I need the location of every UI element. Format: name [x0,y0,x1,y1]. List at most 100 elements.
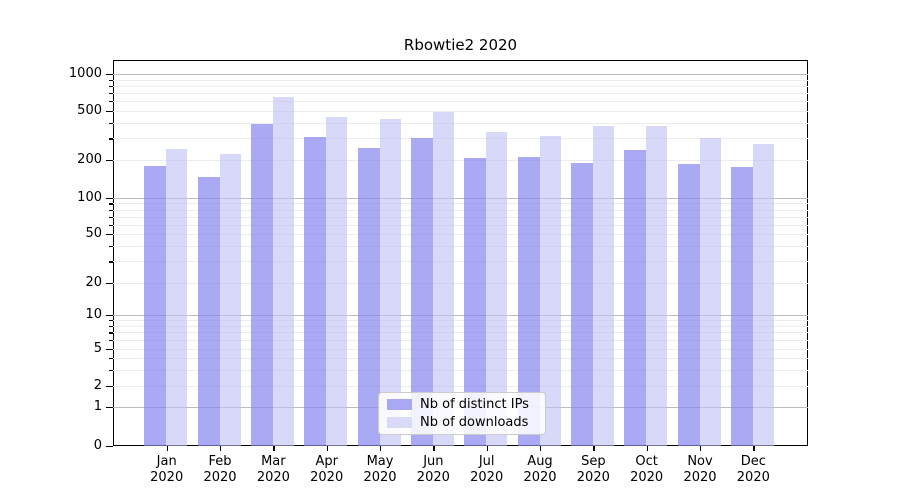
bar-ips-oct [624,150,647,446]
bar-downloads-oct [646,125,668,446]
x-label-month: May [366,454,394,469]
bar-ips-apr [304,136,327,446]
bar-ips-mar [250,123,273,446]
x-tick-label: Sep 2020 [563,454,623,486]
legend-item-distinct-ips: Nb of distinct IPs [387,397,537,412]
y-tick-label: 100 [77,190,102,205]
y-minor-tick [109,79,113,81]
x-tick [220,446,222,451]
gridline [113,315,808,316]
y-tick-label: 5 [93,341,102,356]
y-tick-label: 500 [77,103,102,118]
x-tick-label: Oct 2020 [617,454,677,486]
bar-downloads-jun [432,112,454,446]
x-tick-label: May 2020 [350,454,410,486]
gridline [113,79,808,81]
y-minor-tick [109,369,113,371]
y-minor-tick [109,122,113,125]
gridline [113,85,808,87]
y-tick-label: 10 [85,307,102,322]
y-minor-tick [109,261,113,263]
y-tick [106,446,113,448]
y-tick [106,283,113,285]
y-tick-label: 1000 [68,66,102,81]
y-minor-tick [109,101,113,103]
y-minor-tick [109,85,113,88]
gridline [113,332,808,334]
chart-title: Rbowtie2 2020 [403,36,518,54]
bar-ips-jan [144,165,167,446]
bar-downloads-may [379,119,401,446]
x-label-year: 2020 [256,470,290,485]
x-tick [540,446,542,451]
y-minor-tick [109,332,113,334]
gridline [113,198,808,199]
x-tick [433,446,435,451]
bar-downloads-mar [272,97,294,446]
y-minor-tick [109,216,113,218]
bar-ips-dec [730,166,753,446]
x-tick [326,446,328,451]
gridline [113,111,808,112]
bar-downloads-jan [166,149,188,446]
x-tick-label: Feb 2020 [190,454,250,486]
x-label-month: Nov [687,454,713,469]
x-label-year: 2020 [683,470,717,485]
bar-ips-sep [570,162,593,446]
gridline [113,358,808,359]
x-label-year: 2020 [630,470,664,485]
gridline [113,93,808,95]
x-label-year: 2020 [310,470,344,485]
x-label-year: 2020 [203,470,237,485]
y-minor-tick [109,245,113,248]
bar-downloads-apr [326,116,348,446]
gridline [113,138,808,140]
x-label-month: Jul [478,454,495,469]
y-minor-tick [109,224,113,226]
x-tick [486,446,488,451]
gridline [113,216,808,218]
bar-downloads-nov [699,138,721,446]
x-label-year: 2020 [576,470,610,485]
legend-label-downloads: Nb of downloads [420,415,529,430]
y-tick-label: 20 [85,275,102,290]
x-tick-label: Mar 2020 [243,454,303,486]
legend-swatch-ips [387,399,412,410]
x-label-month: Aug [527,454,553,469]
y-minor-tick [109,93,113,95]
bar-ips-may [357,148,380,446]
bar-downloads-dec [752,143,774,446]
x-label-month: Feb [208,454,232,469]
gridline [113,283,808,284]
bar-ips-jul [464,158,487,446]
x-label-month: Oct [635,454,658,469]
y-tick-label: 200 [77,152,102,167]
x-tick [273,446,275,451]
x-tick-label: Apr 2020 [297,454,357,486]
x-tick [380,446,382,451]
bar-ips-aug [517,157,540,446]
x-tick [753,446,755,451]
y-minor-tick [109,203,113,205]
legend-swatch-downloads [387,417,412,428]
gridline [113,74,808,75]
y-tick-label: 1 [93,399,102,414]
y-minor-tick [109,320,113,322]
gridline [113,209,808,211]
y-tick [106,198,113,200]
x-label-month: Jun [423,454,444,469]
y-tick-label: 50 [85,226,102,241]
y-tick [106,111,113,113]
y-tick [106,407,113,409]
x-tick [593,446,595,451]
gridline [113,245,808,247]
gridline [113,160,808,161]
y-tick [106,160,113,162]
bar-ips-nov [677,164,700,446]
x-tick-label: Nov 2020 [670,454,730,486]
x-tick-label: Jan 2020 [137,454,197,486]
x-label-month: Mar [261,454,286,469]
y-minor-tick [109,325,113,328]
bar-ips-feb [197,176,220,446]
y-tick [106,349,113,351]
